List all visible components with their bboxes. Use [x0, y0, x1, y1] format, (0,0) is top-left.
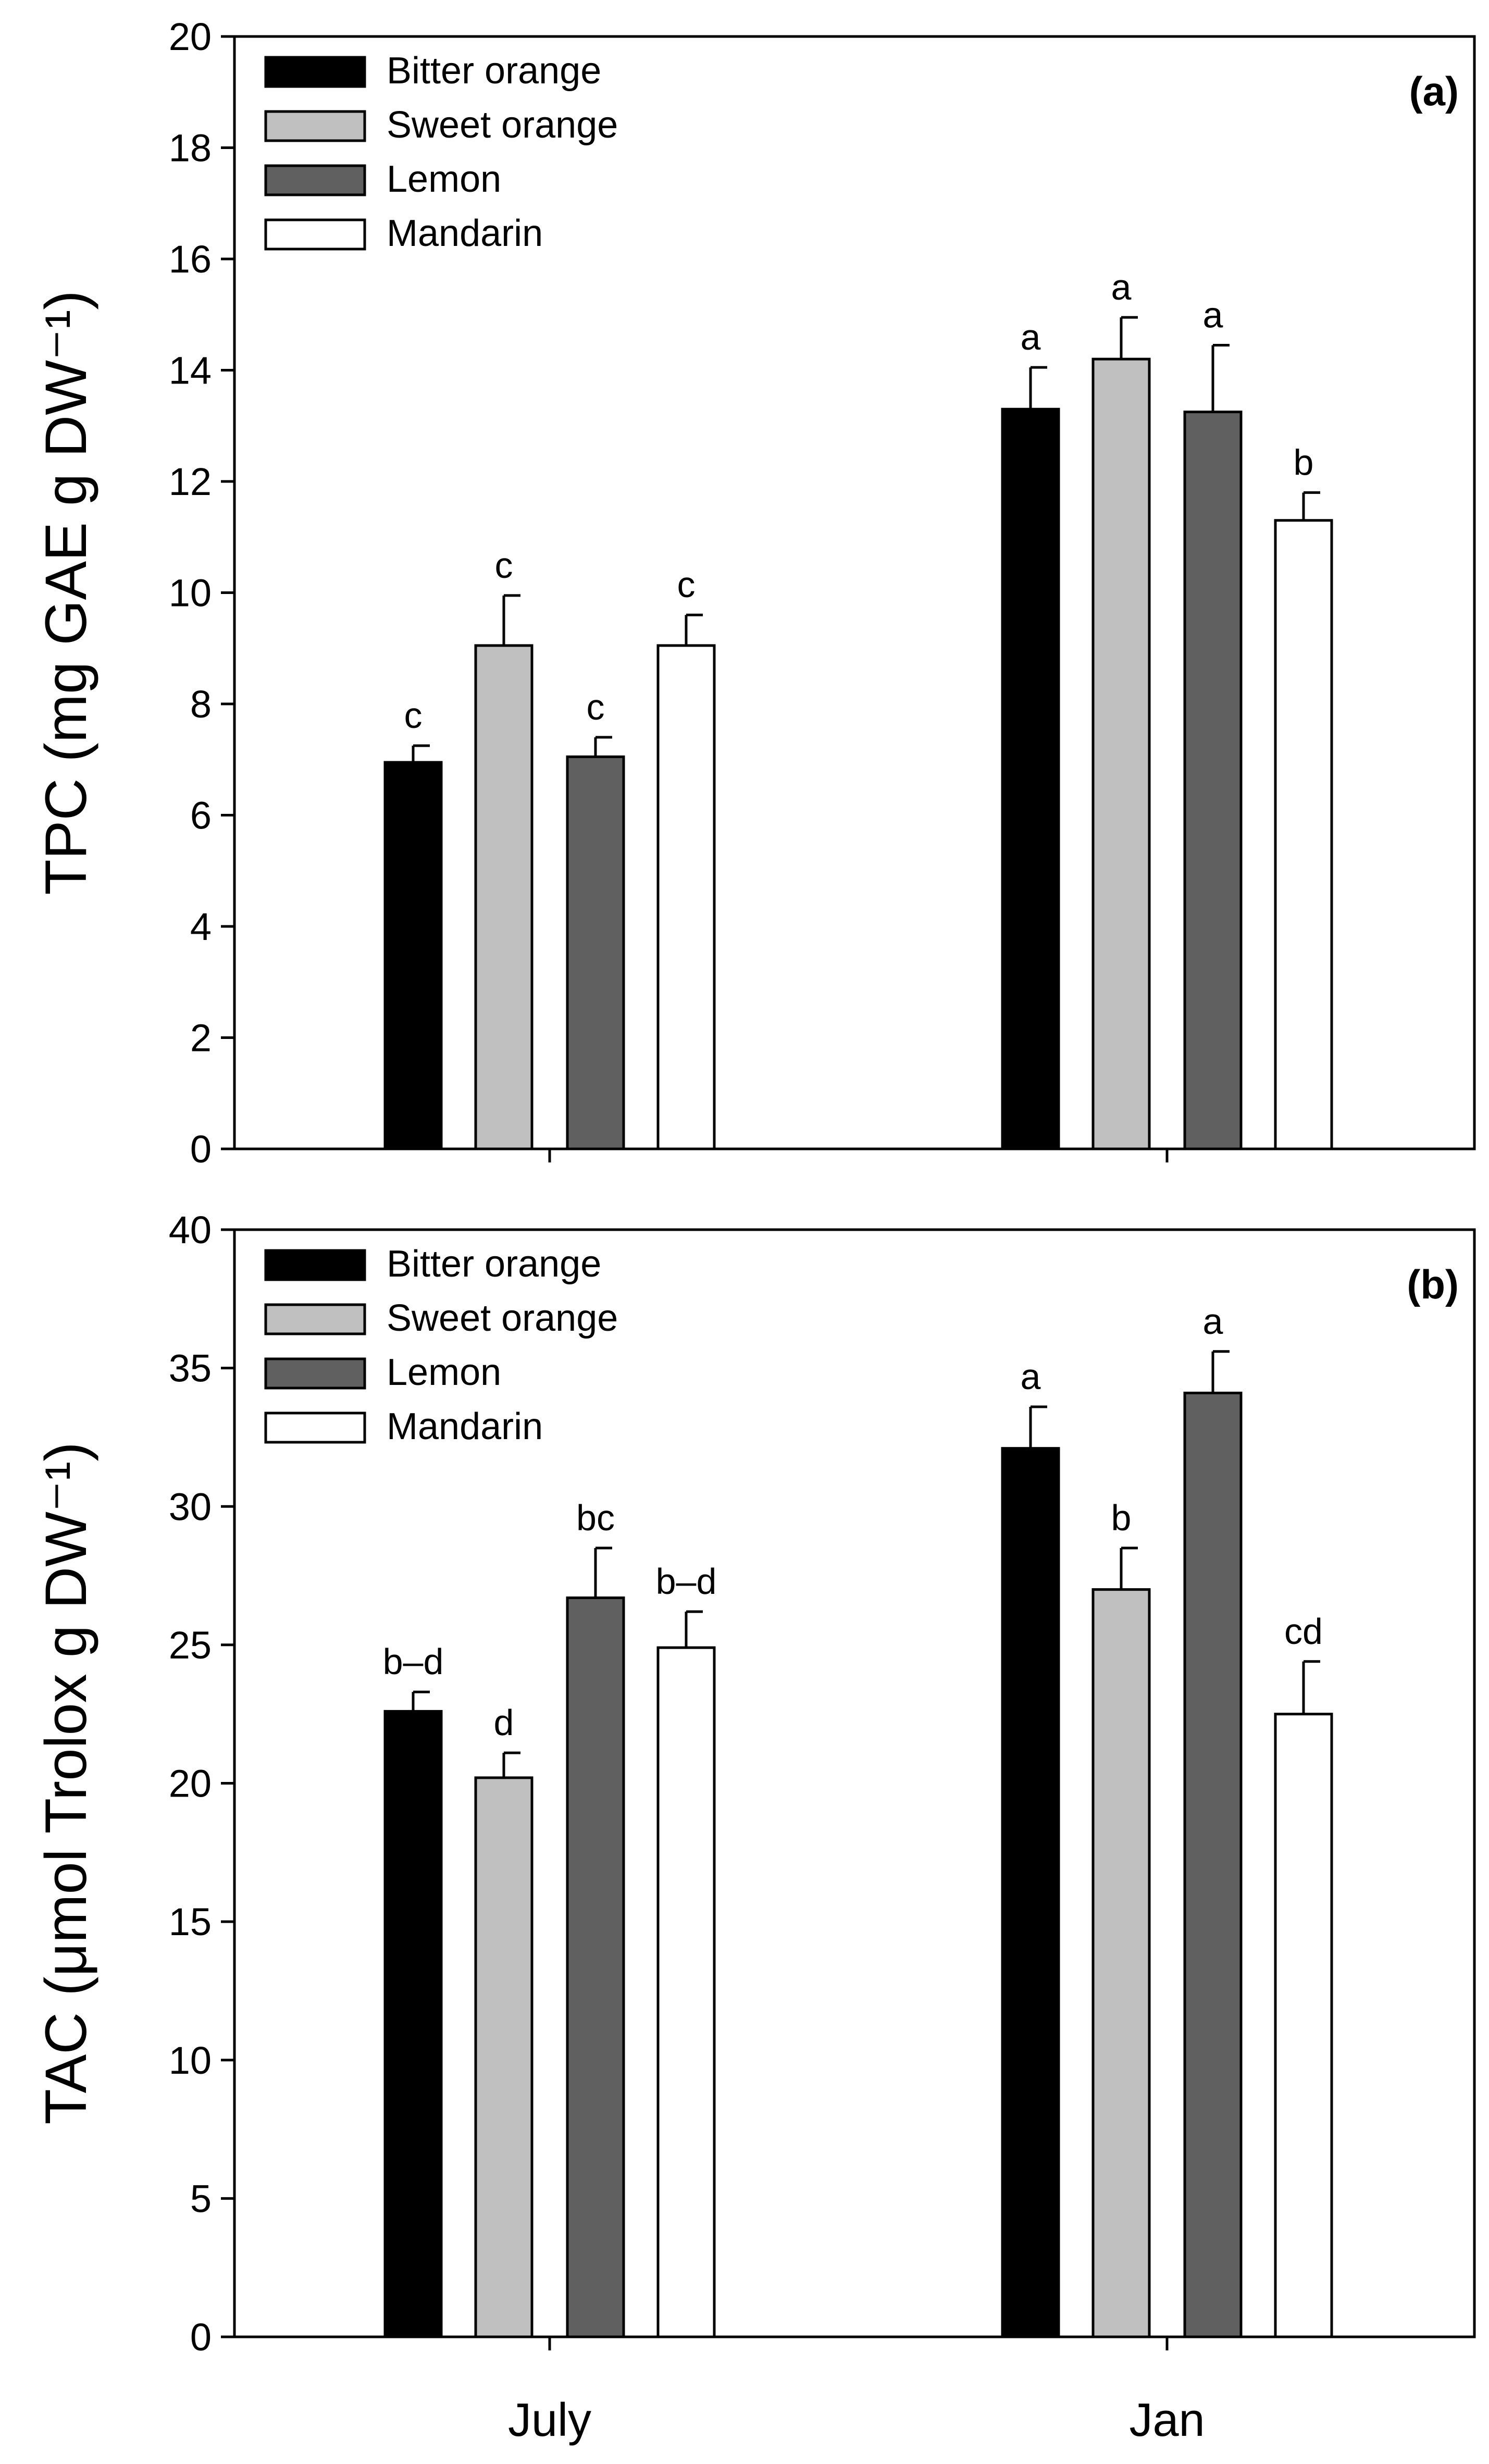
y-axis-label: TAC (μmol Trolox g DW⁻¹)	[33, 1442, 98, 2124]
legend-swatch	[264, 1411, 366, 1444]
significance-letter: a	[1021, 317, 1041, 357]
bar	[656, 644, 716, 1150]
significance-letter: a	[1203, 1301, 1223, 1342]
y-axis-label: TPC (mg GAE g DW⁻¹)	[33, 290, 98, 895]
significance-letter: a	[1021, 1356, 1041, 1397]
bar	[1183, 1391, 1243, 2338]
bar	[474, 644, 533, 1150]
y-tick-label: 25	[169, 1624, 212, 1667]
bar	[1001, 407, 1060, 1150]
bar	[1274, 519, 1333, 1150]
legend-label: Lemon	[387, 158, 501, 200]
significance-letter: d	[494, 1702, 514, 1743]
legend-label: Bitter orange	[387, 50, 601, 92]
y-tick-label: 8	[190, 683, 212, 726]
legend-label: Mandarin	[387, 213, 543, 254]
bar	[383, 1710, 443, 2338]
y-tick-label: 0	[190, 2316, 212, 2359]
significance-letter: b	[1294, 442, 1314, 482]
bar	[383, 761, 443, 1150]
panel-b: 0 5 10 15 20 25 30 35 40 TAC (μmol Trolox g DW⁻¹)…	[33, 1208, 1476, 2446]
significance-letter: c	[404, 695, 423, 736]
y-tick-label: 20	[169, 1762, 212, 1805]
legend-label: Bitter orange	[387, 1243, 601, 1285]
y-tick-label: 5	[190, 2177, 212, 2220]
legend-label: Lemon	[387, 1352, 501, 1393]
bar	[1274, 1713, 1333, 2338]
significance-letter: c	[677, 564, 696, 605]
bar	[656, 1646, 716, 2338]
y-tick-label: 14	[169, 349, 212, 392]
legend-swatch	[264, 1249, 366, 1281]
significance-letter: b–d	[656, 1561, 717, 1602]
y-tick-label: 12	[169, 460, 212, 503]
legend-swatch	[264, 218, 366, 251]
bar	[566, 1596, 625, 2338]
x-category-label: July	[508, 2394, 591, 2446]
y-tick-label: 16	[169, 238, 212, 281]
panel-label: (a)	[1409, 68, 1459, 114]
panel-label: (b)	[1407, 1261, 1459, 1307]
bar	[1001, 1447, 1060, 2338]
y-tick-label: 4	[190, 905, 212, 948]
bar	[1091, 357, 1151, 1150]
y-tick-label: 10	[169, 572, 212, 615]
significance-letter: bc	[576, 1497, 615, 1538]
x-category-label: Jan	[1129, 2394, 1205, 2446]
y-tick-label: 15	[169, 1900, 212, 1943]
bar	[474, 1776, 533, 2338]
legend-swatch	[264, 110, 366, 142]
significance-letter: b–d	[383, 1641, 444, 1682]
bar	[1091, 1588, 1151, 2338]
significance-letter: c	[587, 687, 605, 727]
significance-letter: b	[1111, 1497, 1132, 1538]
y-tick-label: 18	[169, 127, 212, 170]
y-tick-label: 10	[169, 2039, 212, 2082]
y-tick-label: 35	[169, 1347, 212, 1390]
significance-letter: a	[1203, 294, 1223, 335]
panel-a: 0 2 4 6 8 10 12 14 16 18 20 TPC (mg GAE g DW⁻¹) (a) c…	[33, 15, 1476, 1171]
legend-swatch	[264, 1303, 366, 1335]
legend-swatch	[264, 1357, 366, 1390]
bar	[566, 755, 625, 1150]
legend-label: Mandarin	[387, 1406, 543, 1447]
legend-swatch	[264, 56, 366, 88]
y-tick-label: 20	[169, 15, 212, 58]
y-tick-label: 6	[190, 794, 212, 837]
legend-label: Sweet orange	[387, 104, 618, 146]
legend-label: Sweet orange	[387, 1297, 618, 1339]
bar	[1183, 411, 1243, 1150]
y-tick-label: 0	[190, 1128, 212, 1171]
significance-letter: cd	[1284, 1611, 1323, 1652]
y-tick-label: 2	[190, 1017, 212, 1060]
y-tick-label: 40	[169, 1208, 212, 1252]
significance-letter: a	[1111, 267, 1132, 307]
significance-letter: c	[495, 545, 513, 586]
legend-swatch	[264, 164, 366, 196]
y-tick-label: 30	[169, 1485, 212, 1528]
